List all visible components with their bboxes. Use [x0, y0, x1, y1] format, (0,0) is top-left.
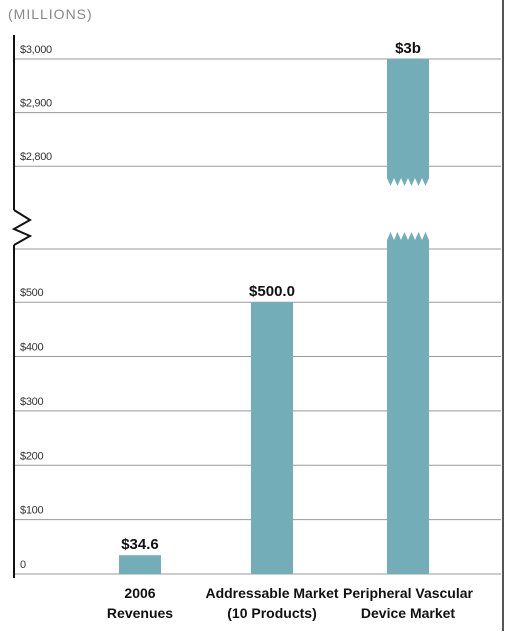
y-tick-label-400: $400 — [20, 342, 43, 354]
bar-2006-revenues — [119, 555, 161, 574]
y-tick-label-3-000: $3,000 — [20, 44, 52, 56]
category-label-peripheral-vascular-device-market-line-2: Device Market — [361, 605, 456, 621]
data-label-addressable-market-10-products: $500.0 — [249, 283, 295, 300]
y-tick-label-2-800: $2,800 — [20, 151, 52, 163]
category-label-addressable-market-10-products-line-1: Addressable Market — [205, 585, 338, 601]
y-tick-label-300: $300 — [20, 396, 43, 408]
category-label-2006-revenues-line-2: Revenues — [107, 605, 173, 621]
units-label: (MILLIONS) — [8, 6, 93, 22]
category-label-addressable-market-10-products-line-2: (10 Products) — [227, 605, 316, 621]
data-label-peripheral-vascular-device-market: $3b — [395, 40, 421, 57]
bar-peripheral-vascular-device-market-upper — [387, 59, 429, 186]
data-label-2006-revenues: $34.6 — [121, 536, 159, 553]
category-label-2006-revenues-line-1: 2006 — [124, 585, 155, 601]
y-tick-label-100: $100 — [20, 505, 43, 517]
y-tick-label-500: $500 — [20, 287, 43, 299]
y-tick-label-2-900: $2,900 — [20, 98, 52, 110]
bar-addressable-market-10-products — [251, 302, 293, 574]
bar-peripheral-vascular-device-market-lower — [387, 232, 429, 574]
y-axis-break-icon — [11, 209, 33, 246]
y-tick-label-0: 0 — [20, 559, 26, 571]
y-tick-label-200: $200 — [20, 450, 43, 462]
category-label-peripheral-vascular-device-market-line-1: Peripheral Vascular — [343, 585, 474, 601]
